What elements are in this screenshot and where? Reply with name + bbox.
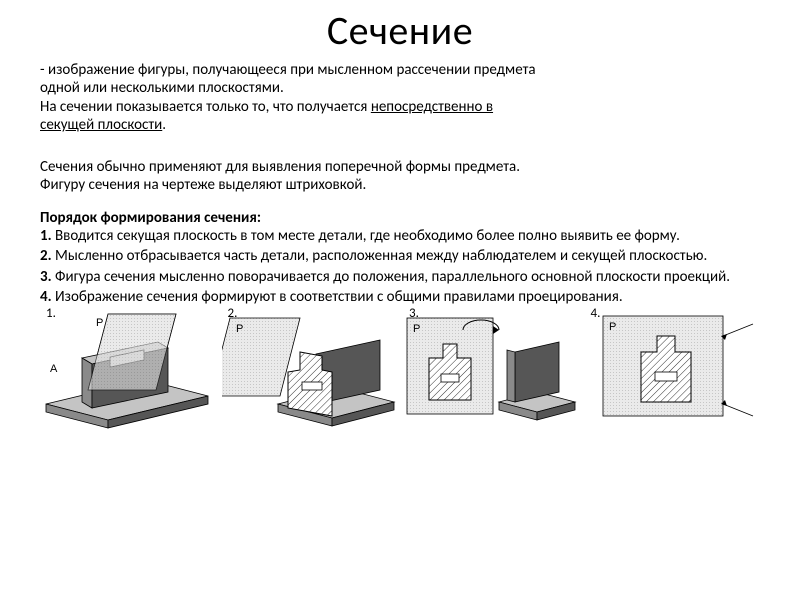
diagram-1: 1. Р А [40, 308, 216, 433]
intro-period: . [162, 116, 166, 134]
usage-paragraph: Сечения обычно применяют для выявления п… [40, 158, 760, 195]
usage-line1: Сечения обычно применяют для выявления п… [40, 158, 520, 176]
step-2-text: Мысленно отбрасывается часть детали, рас… [52, 247, 708, 265]
svg-text:Р: Р [236, 323, 243, 335]
step-1: 1. Вводится секущая плоскость в том мест… [40, 227, 760, 245]
step-3: 3. Фигура сечения мысленно поворачиваетс… [40, 268, 760, 286]
step-3-text: Фигура сечения мысленно поворачивается д… [52, 268, 730, 286]
steps-list: 1. Вводится секущая плоскость в том мест… [40, 227, 760, 306]
spacer [40, 138, 760, 144]
diagram-1-number: 1. [46, 306, 56, 321]
diagram-1-svg: Р А [40, 308, 215, 433]
step-1-text: Вводится секущая плоскость в том месте д… [52, 227, 680, 245]
diagram-2: 2. Р [222, 308, 398, 433]
step-2-num: 2. [40, 247, 52, 265]
step-2: 2. Мысленно отбрасывается часть детали, … [40, 247, 760, 265]
step-4-num: 4. [40, 288, 52, 306]
svg-text:Р: Р [413, 323, 420, 335]
step-4: 4. Изображение сечения формируют в соотв… [40, 288, 760, 306]
intro-paragraph: - изображение фигуры, получающееся при м… [40, 61, 760, 134]
diagram-2-number: 2. [228, 306, 238, 321]
diagram-4-number: 4. [591, 306, 601, 321]
step-1-num: 1. [40, 227, 52, 245]
diagram-3-number: 3. [409, 306, 419, 321]
intro-underlined2: секущей плоскости [40, 116, 162, 134]
diagram-3-svg: Р [403, 308, 578, 433]
step-3-num: 3. [40, 268, 52, 286]
step-4-text: Изображение сечения формируют в соответс… [52, 288, 623, 306]
page-title: Сечение [40, 6, 760, 55]
intro-underlined1: непосредственно в [371, 98, 493, 116]
intro-line3a: На сечении показывается только то, что п… [40, 98, 371, 116]
diagram-4-svg: Р [585, 308, 760, 433]
intro-line2: одной или несколькими плоскостями. [40, 79, 284, 97]
steps-heading: Порядок формирования сечения: [40, 209, 760, 227]
intro-line1: - изображение фигуры, получающееся при м… [40, 61, 536, 79]
diagram-4: 4. Р [585, 308, 761, 433]
usage-line2: Фигуру сечения на чертеже выделяют штрих… [40, 176, 366, 194]
svg-text:Р: Р [96, 317, 103, 329]
diagram-3: 3. Р [403, 308, 579, 433]
svg-text:А: А [50, 363, 58, 375]
svg-text:Р: Р [609, 321, 616, 333]
diagrams-row: 1. Р А 2. [40, 308, 760, 433]
diagram-2-svg: Р [222, 308, 397, 433]
